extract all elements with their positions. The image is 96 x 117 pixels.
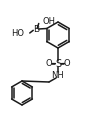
Text: OH: OH xyxy=(43,17,56,26)
Text: S: S xyxy=(55,59,61,69)
Text: B: B xyxy=(33,25,39,34)
Text: O: O xyxy=(64,60,70,68)
Text: O: O xyxy=(46,60,52,68)
Text: HO: HO xyxy=(11,29,24,38)
Text: NH: NH xyxy=(52,71,64,79)
